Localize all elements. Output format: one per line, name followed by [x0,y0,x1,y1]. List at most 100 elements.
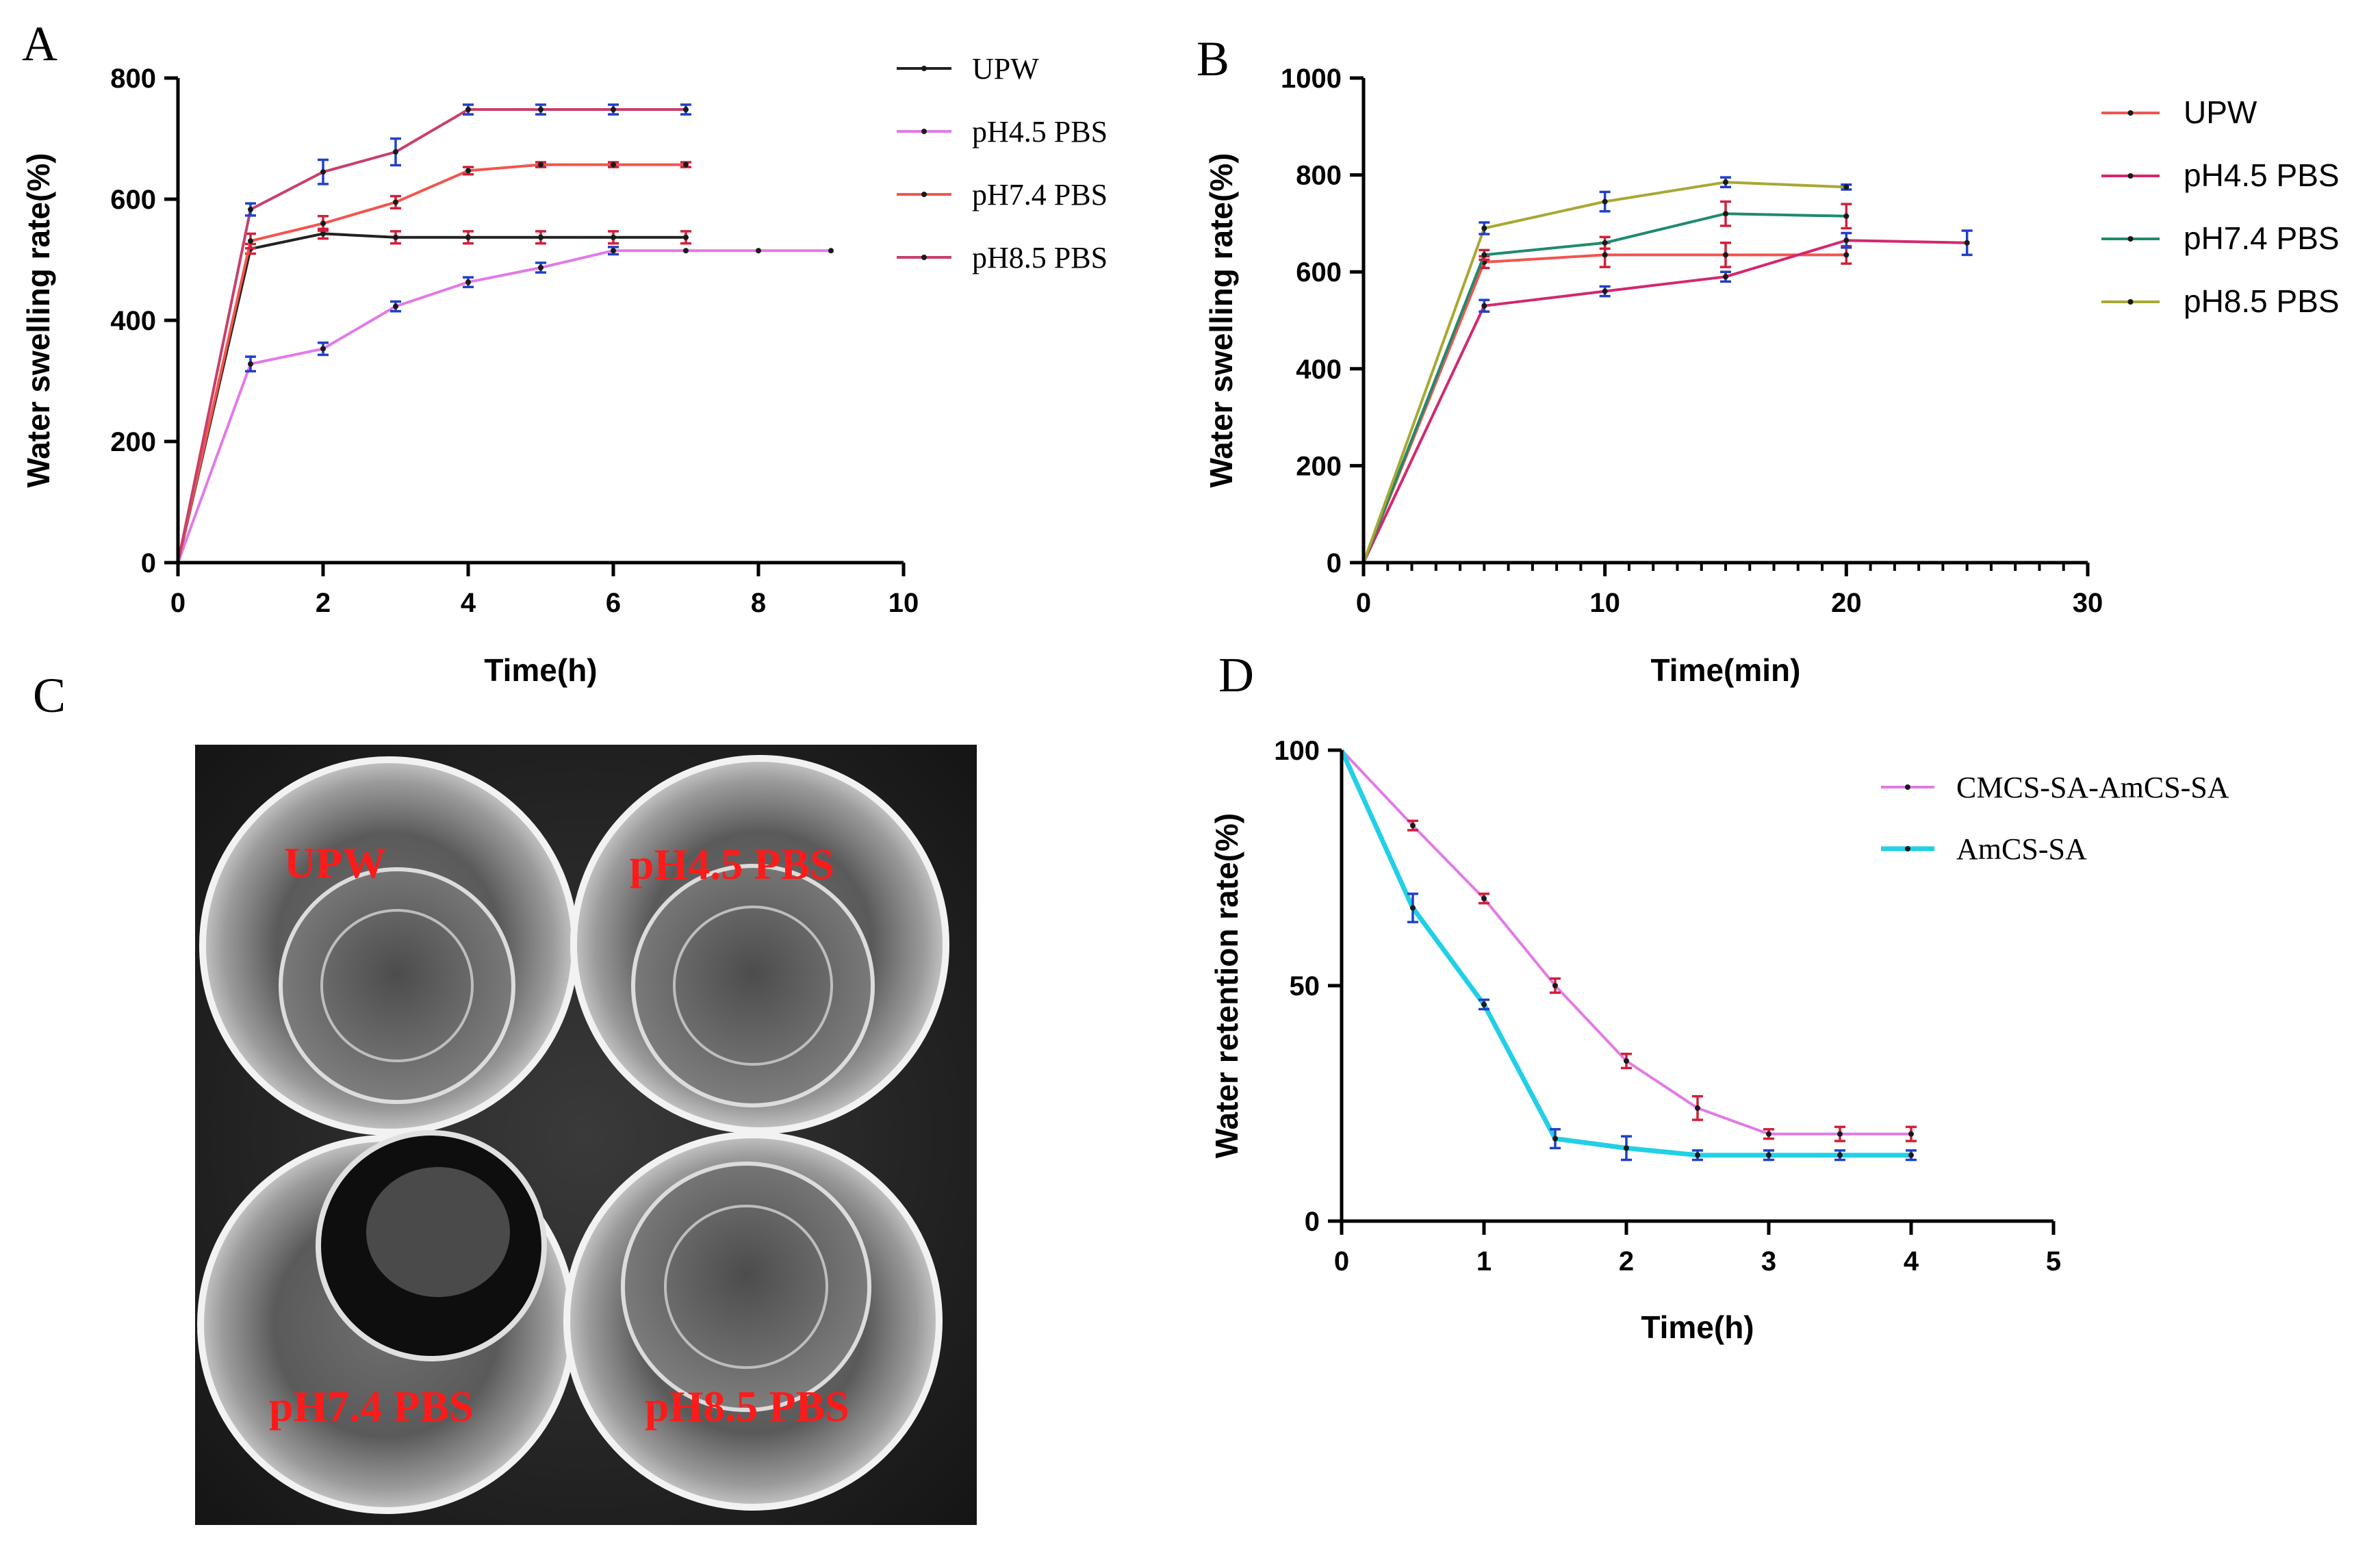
data-point [538,162,543,168]
beaker-photo: UPW pH4.5 PBS pH7.4 PBS pH8.5 PBS [195,745,977,1525]
data-point [1766,1131,1771,1137]
data-point [683,107,689,113]
y-tick-label: 50 [1290,971,1320,1001]
data-point [538,234,543,240]
y-tick-label: 400 [110,306,156,336]
x-tick-label: 10 [888,588,919,618]
x-tick-label: 10 [1589,588,1620,618]
y-tick-label: 100 [1274,736,1320,766]
data-point [1410,823,1416,829]
x-tick-label: 20 [1831,588,1862,618]
legend-marker [921,129,927,134]
data-point [465,234,471,240]
legend-marker [2127,173,2134,179]
panel-letter-c: C [33,668,66,723]
legend-label: pH4.5 PBS [2184,157,2340,193]
chart-d-legend: CMCS-SA-AmCS-SA AmCS-SA [1881,771,2229,866]
data-point [1481,303,1487,309]
photo-label-ph85: pH8.5 PBS [645,1382,849,1431]
data-point [320,231,326,237]
chart-b-marks [1362,176,1973,563]
legend-marker [1905,784,1910,790]
x-tick-label: 0 [170,588,185,618]
series-line-ph4-5-pbs [1362,239,1967,563]
legend-marker [2127,299,2134,305]
data-point [683,162,689,168]
data-point [393,303,398,309]
data-point [1624,1145,1629,1151]
chart-d-ylabel: Water retention rate(%) [1209,813,1244,1158]
legend-label: UPW [2184,94,2257,130]
data-point [611,162,616,168]
data-point [1837,1131,1843,1137]
y-tick-label: 800 [110,64,156,94]
chart-b-ylabel: Water swelling rate(%) [1203,153,1239,487]
photo-label-ph45: pH4.5 PBS [630,840,834,888]
data-point [683,248,689,254]
data-point [1766,1152,1771,1158]
y-tick-label: 0 [141,548,156,578]
chart-a: 0 2 4 6 8 10 0 200 400 600 800 Time(h) Water swell… [21,52,1108,688]
y-tick-label: 1000 [1281,64,1342,94]
data-point [1602,288,1608,294]
y-tick-label: 400 [1296,355,1342,385]
photo-label-upw: UPW [284,838,386,887]
data-point [1602,198,1608,205]
data-point [828,248,834,254]
beaker-ph45 [570,755,949,1134]
x-tick-label: 5 [2046,1246,2061,1277]
data-point [1552,1136,1558,1142]
data-point [1602,252,1608,258]
data-point [1481,1001,1487,1008]
x-tick-label: 2 [1619,1246,1634,1277]
x-tick-label: 6 [606,588,621,618]
series-line-cmcs-sa-amcs-sa [1340,749,1911,1136]
legend-label: pH8.5 PBS [2184,283,2340,319]
data-point [1481,895,1487,901]
legend-marker [2127,236,2134,242]
data-point [756,248,761,254]
legend-marker [1905,846,1910,851]
data-point [1723,252,1728,258]
beaker-upw [199,756,578,1136]
legend-marker [2127,110,2134,116]
series-line-upw [177,232,686,563]
photo-label-ph74: pH7.4 PBS [269,1382,474,1431]
legend-marker [921,192,927,197]
y-tick-label: 0 [1305,1207,1320,1237]
data-point [248,207,253,213]
x-tick-label: 0 [1334,1246,1349,1277]
data-point [611,248,616,254]
data-point [611,234,616,240]
data-point [1843,238,1850,244]
panel-letter-a: A [22,16,57,71]
data-point [465,279,471,285]
data-point [248,361,253,367]
chart-b-legend: UPW pH4.5 PBS pH7.4 PBS pH8.5 PBS [2101,94,2340,319]
data-point [1695,1152,1700,1158]
data-point [1624,1058,1629,1064]
chart-a-marks [177,103,834,563]
chart-d-xlabel: Time(h) [1641,1309,1754,1345]
data-point [465,107,471,113]
y-tick-label: 600 [1296,257,1342,287]
legend-label: AmCS-SA [1956,832,2087,866]
chart-d-marks [1339,749,1917,1162]
data-point [1908,1152,1914,1158]
data-point [1723,274,1728,280]
data-point [1481,225,1487,231]
data-point [1481,252,1487,258]
panel-letter-b: B [1197,31,1229,86]
data-point [1602,240,1608,246]
chart-b-ticks: 0 10 20 30 0 200 400 600 800 1000 [1281,64,2103,618]
x-tick-label: 0 [1356,588,1371,618]
data-point [538,107,543,113]
data-point [393,234,398,240]
chart-a-legend: UPW pH4.5 PBS pH7.4 PBS pH8.5 PBS [897,52,1108,274]
x-tick-label: 3 [1761,1246,1776,1277]
legend-marker [921,255,927,260]
series-line-ph8-5-pbs [177,108,686,563]
y-tick-label: 600 [110,185,156,215]
data-point [1410,905,1416,911]
